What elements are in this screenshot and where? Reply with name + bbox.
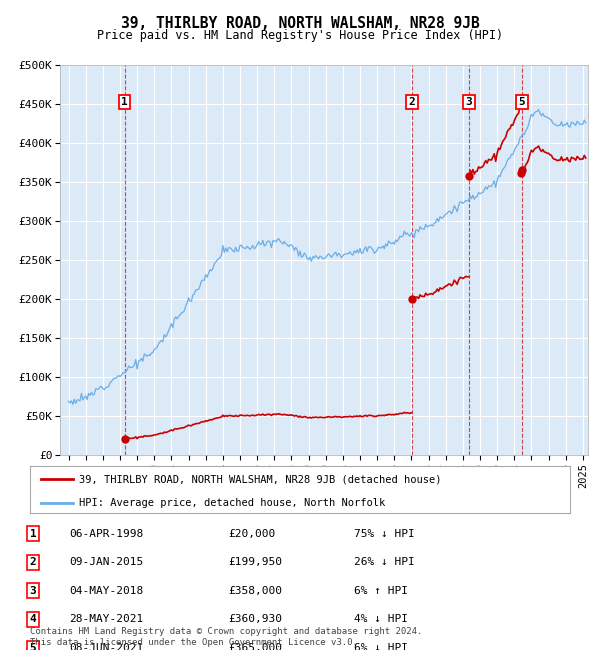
Text: £20,000: £20,000 xyxy=(228,528,275,539)
Text: 4: 4 xyxy=(29,614,37,625)
Text: 26% ↓ HPI: 26% ↓ HPI xyxy=(354,557,415,567)
Text: 39, THIRLBY ROAD, NORTH WALSHAM, NR28 9JB: 39, THIRLBY ROAD, NORTH WALSHAM, NR28 9J… xyxy=(121,16,479,31)
Text: £360,930: £360,930 xyxy=(228,614,282,625)
Text: 3: 3 xyxy=(29,586,37,596)
Text: 39, THIRLBY ROAD, NORTH WALSHAM, NR28 9JB (detached house): 39, THIRLBY ROAD, NORTH WALSHAM, NR28 9J… xyxy=(79,474,441,484)
Text: £365,000: £365,000 xyxy=(228,643,282,650)
Text: 5: 5 xyxy=(29,643,37,650)
Text: 09-JAN-2015: 09-JAN-2015 xyxy=(69,557,143,567)
Text: 5: 5 xyxy=(518,97,525,107)
Text: 06-APR-1998: 06-APR-1998 xyxy=(69,528,143,539)
Text: £199,950: £199,950 xyxy=(228,557,282,567)
Text: 75% ↓ HPI: 75% ↓ HPI xyxy=(354,528,415,539)
Text: HPI: Average price, detached house, North Norfolk: HPI: Average price, detached house, Nort… xyxy=(79,497,385,508)
Text: 08-JUN-2021: 08-JUN-2021 xyxy=(69,643,143,650)
Text: 04-MAY-2018: 04-MAY-2018 xyxy=(69,586,143,596)
Text: 2: 2 xyxy=(409,97,415,107)
Text: 28-MAY-2021: 28-MAY-2021 xyxy=(69,614,143,625)
Text: Contains HM Land Registry data © Crown copyright and database right 2024.
This d: Contains HM Land Registry data © Crown c… xyxy=(30,627,422,647)
Text: £358,000: £358,000 xyxy=(228,586,282,596)
Text: 2: 2 xyxy=(29,557,37,567)
Text: 6% ↓ HPI: 6% ↓ HPI xyxy=(354,643,408,650)
Text: Price paid vs. HM Land Registry's House Price Index (HPI): Price paid vs. HM Land Registry's House … xyxy=(97,29,503,42)
Text: 1: 1 xyxy=(121,97,128,107)
Text: 6% ↑ HPI: 6% ↑ HPI xyxy=(354,586,408,596)
Text: 4% ↓ HPI: 4% ↓ HPI xyxy=(354,614,408,625)
Text: 1: 1 xyxy=(29,528,37,539)
Text: 3: 3 xyxy=(466,97,472,107)
